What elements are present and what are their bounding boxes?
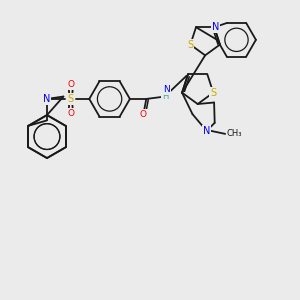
Text: CH₃: CH₃ bbox=[226, 129, 242, 138]
Text: S: S bbox=[210, 88, 216, 98]
Text: N: N bbox=[212, 22, 219, 32]
Text: O: O bbox=[67, 109, 74, 118]
Text: N: N bbox=[203, 126, 210, 136]
Text: N: N bbox=[43, 94, 51, 104]
Text: O: O bbox=[140, 110, 147, 119]
Text: S: S bbox=[68, 94, 74, 104]
Text: S: S bbox=[187, 40, 194, 50]
Text: H: H bbox=[162, 92, 168, 101]
Text: O: O bbox=[67, 80, 74, 89]
Text: N: N bbox=[163, 85, 170, 94]
